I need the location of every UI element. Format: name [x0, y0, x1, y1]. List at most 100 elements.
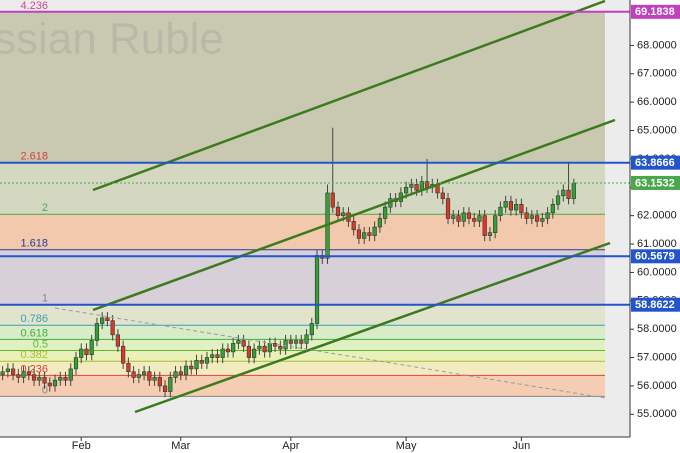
candle-body [0, 371, 5, 375]
price-tag [631, 297, 680, 312]
candle-body [58, 377, 63, 381]
fib-level-label: 1 [42, 293, 48, 305]
price-tag [631, 249, 680, 264]
candle-body [451, 215, 456, 219]
price-tag-label: 60.5679 [635, 251, 675, 263]
candle-body [278, 345, 283, 350]
candle-body [299, 340, 304, 344]
fib-level-label: 4.236 [20, 0, 48, 12]
candle-body [246, 345, 252, 358]
y-tick-label: 57.0000 [637, 351, 677, 363]
fib-level-label: 0.382 [20, 349, 48, 361]
candle-body [493, 215, 498, 233]
y-tick-label: 67.0000 [637, 68, 677, 80]
y-tick-label: 68.0000 [637, 39, 677, 51]
trend-lines [54, 0, 616, 414]
candle-body [252, 348, 257, 358]
candle-body [241, 340, 246, 347]
fib-level-label: 0.786 [20, 313, 48, 325]
candle-body [445, 198, 451, 219]
candle-body [173, 371, 178, 378]
candle-body [477, 215, 482, 222]
price-tags: 69.1838 63.8666 63.1532 60.5679 58.8622 [631, 4, 680, 312]
candle-body [68, 368, 73, 381]
fib-level-label: 0 [42, 384, 48, 396]
candle-body [152, 377, 157, 381]
candle-body [335, 206, 341, 216]
candle-body [561, 189, 566, 197]
candle-body [16, 374, 21, 378]
candle-body [377, 218, 383, 228]
candle-body [503, 201, 508, 208]
watermark-title: ssian Ruble [0, 15, 224, 64]
y-tick-label: 66.0000 [637, 96, 677, 108]
y-tick-label: 55.0000 [637, 408, 677, 420]
channel-line [92, 118, 616, 312]
price-tag-label: 58.8622 [635, 299, 675, 311]
candle-body [115, 334, 120, 347]
fib-level-label: 2 [42, 202, 48, 214]
price-tag-label: 63.1532 [635, 177, 675, 189]
candle-body [267, 343, 272, 353]
candle-body [194, 360, 199, 370]
candle-body [372, 226, 377, 236]
candle-body [330, 192, 335, 208]
candle-body [5, 368, 10, 373]
candle-body [456, 215, 461, 222]
candle-body [210, 354, 215, 358]
candle-body [403, 186, 409, 194]
price-lines [0, 10, 630, 306]
fib-zone [0, 304, 605, 326]
candle-body [498, 206, 503, 216]
candle-body [105, 317, 110, 321]
candle-body [157, 377, 162, 387]
fib-zones [0, 11, 605, 397]
candle-body [21, 371, 26, 378]
candle-body [545, 212, 550, 219]
channel-line [92, 0, 606, 192]
candle-body [341, 212, 346, 216]
fib-level-label: 1.618 [20, 238, 48, 250]
candle-body [147, 371, 152, 381]
candle-body [100, 317, 105, 324]
candle-body [367, 232, 372, 236]
candle-body [79, 348, 84, 358]
price-tag-label: 69.1838 [635, 6, 675, 18]
fib-zone [0, 361, 605, 376]
candle-body [314, 255, 320, 324]
candle-body [472, 218, 477, 222]
price-tag [631, 4, 680, 19]
candle-body [189, 365, 194, 370]
candle-body [351, 221, 356, 231]
candle-body [178, 371, 183, 375]
candle-body [304, 334, 309, 344]
candle-body [257, 345, 262, 350]
price-tag-label: 63.8666 [635, 157, 675, 169]
x-tick-label: Jun [513, 440, 531, 452]
candle-body [220, 348, 225, 358]
candle-body [482, 215, 487, 236]
fib-level-label: 2.618 [20, 151, 48, 163]
candle-body [540, 218, 545, 222]
candle-body [514, 204, 519, 211]
y-tick-label: 65.0000 [637, 124, 677, 136]
x-tick-label: Mar [171, 440, 190, 452]
candle-body [110, 320, 115, 336]
candle-body [183, 365, 189, 375]
y-tick-label: 58.0000 [637, 323, 677, 335]
y-tick-label: 56.0000 [637, 380, 677, 392]
candle-body [31, 374, 37, 381]
x-tick-label: Apr [282, 440, 299, 452]
candle-body [42, 377, 47, 384]
x-tick-label: Feb [72, 440, 91, 452]
x-axis-labels: Feb Mar Apr May Jun [72, 437, 531, 452]
fib-zone [0, 375, 605, 397]
candle-body [11, 368, 16, 375]
fib-zone [0, 325, 605, 340]
candle-body [84, 348, 89, 356]
candle-body [466, 212, 472, 219]
y-tick-label: 60.0000 [637, 266, 677, 278]
candle-body [225, 348, 231, 353]
candle-body [461, 212, 466, 222]
